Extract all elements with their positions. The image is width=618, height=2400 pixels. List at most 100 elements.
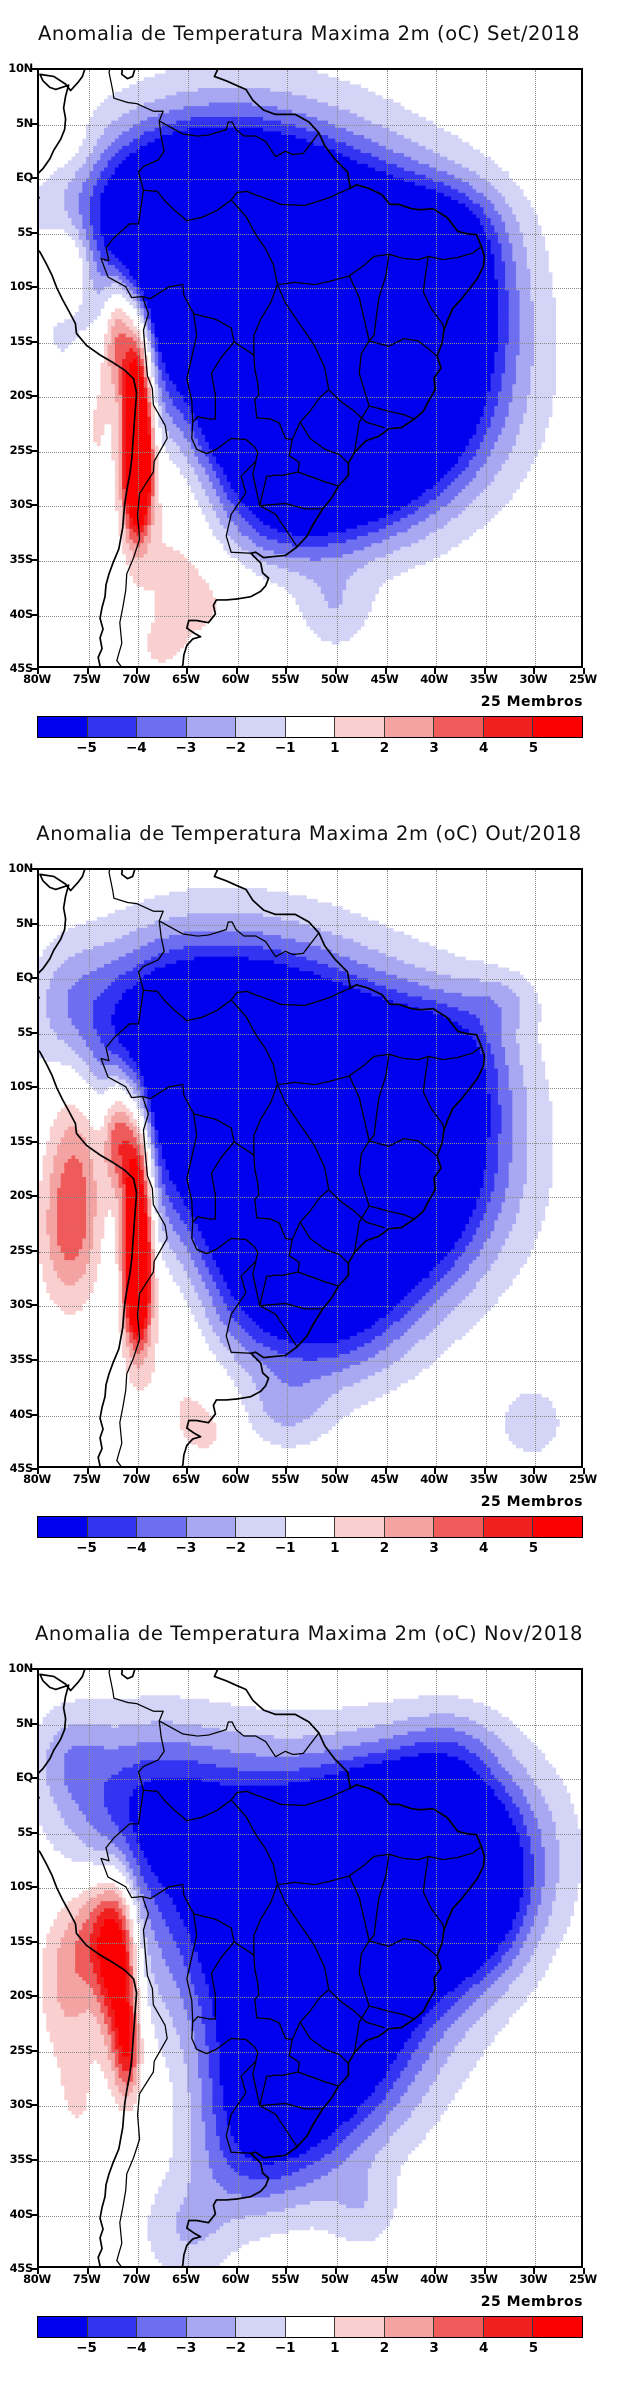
map-plot-area[interactable]: .cl{stroke:#000;stroke-width:1.7;stroke-… — [8, 1661, 597, 2286]
y-axis-tick-mark — [31, 1031, 37, 1034]
colorbar-swatch — [335, 2317, 385, 2337]
colorbar-swatch — [483, 717, 534, 737]
x-axis-label: 75W — [72, 1472, 101, 1486]
map-clip — [39, 1670, 581, 2266]
colorbar-swatch — [483, 2317, 534, 2337]
colorbar-tick-label: 5 — [528, 2340, 539, 2356]
x-axis-tick-mark — [384, 1468, 387, 1474]
y-axis-tick-mark — [31, 1468, 37, 1470]
x-axis-tick-mark — [136, 1468, 139, 1474]
y-axis-tick-mark — [31, 977, 37, 980]
colorbar-labels: −5 −4 −3 −2 −1 1 2 3 4 5 — [37, 1540, 583, 1558]
colorbar-tick-label: −2 — [225, 740, 246, 756]
x-axis-label: 45W — [370, 1472, 399, 1486]
panel-title: Anomalia de Temperatura Maxima 2m (oC) O… — [36, 822, 582, 845]
y-axis-label: EQ — [15, 1770, 33, 1785]
y-axis-label: 5N — [15, 1715, 33, 1730]
y-axis-label: 15S — [9, 1133, 34, 1148]
x-axis-label: 55W — [271, 1472, 300, 1486]
x-axis-tick-mark — [533, 668, 536, 674]
y-axis-label: 40S — [9, 606, 34, 621]
y-axis-label: 30S — [9, 497, 34, 512]
colorbar-tick-label: 3 — [429, 1540, 439, 1556]
colorbar-swatch — [335, 717, 385, 737]
y-axis-label: EQ — [15, 170, 33, 185]
colorbar[interactable] — [37, 1516, 583, 1538]
y-axis-label: 10S — [9, 1079, 34, 1094]
x-axis-tick-mark — [136, 668, 139, 674]
x-axis-tick-mark — [583, 2268, 585, 2274]
x-axis-tick-mark — [334, 2268, 337, 2274]
y-axis-label: 15S — [9, 333, 34, 348]
y-axis-tick-mark — [31, 504, 37, 507]
x-axis-label: 60W — [221, 2272, 250, 2286]
colorbar-swatch — [38, 1517, 88, 1537]
y-axis-tick-mark — [31, 1140, 37, 1143]
colorbar-swatch — [186, 717, 237, 737]
y-axis-tick-mark — [31, 122, 37, 125]
map-clip — [39, 870, 581, 1466]
y-axis-label: 35S — [9, 551, 34, 566]
x-axis-label: 55W — [271, 2272, 300, 2286]
x-axis-label: 45W — [370, 672, 399, 686]
colorbar[interactable] — [37, 2316, 583, 2338]
colorbar-tick-label: −5 — [76, 2340, 97, 2356]
y-axis-tick-mark — [31, 1722, 37, 1725]
colorbar-swatch — [87, 2317, 138, 2337]
y-axis-label: 30S — [9, 1297, 34, 1312]
y-axis-tick-mark — [31, 2213, 37, 2216]
colorbar-swatch — [137, 1517, 187, 1537]
map-plot-area[interactable]: .cl{stroke:#000;stroke-width:1.7;stroke-… — [8, 861, 597, 1486]
y-axis-label: 25S — [9, 1242, 34, 1257]
colorbar-swatch — [434, 717, 484, 737]
colorbar-tick-label: −2 — [225, 2340, 246, 2356]
colorbar-tick-label: 3 — [429, 2340, 439, 2356]
x-axis-label: 80W — [23, 672, 51, 686]
y-axis-label: 45S — [9, 661, 34, 675]
x-axis-tick-mark — [434, 2268, 437, 2274]
x-axis-tick-mark — [334, 668, 337, 674]
colorbar-tick-label: 4 — [478, 2340, 489, 2356]
colorbar-tick-label: −5 — [76, 740, 97, 756]
x-axis-label: 50W — [320, 1472, 349, 1486]
map-clip — [39, 70, 581, 666]
map-plot-area[interactable]: .cl{stroke:#000;stroke-width:1.7;stroke-… — [8, 61, 597, 686]
y-axis-tick-mark — [31, 340, 37, 343]
y-axis-tick-mark — [31, 2158, 37, 2161]
colorbar-swatch — [87, 1517, 138, 1537]
colorbar-tick-label: −1 — [274, 740, 296, 756]
y-axis-tick-mark — [31, 286, 37, 289]
y-axis-label: 25S — [9, 2042, 34, 2057]
y-axis-label: 45S — [9, 2261, 34, 2275]
x-axis-label: 40W — [420, 672, 448, 686]
anomaly-shading — [39, 1695, 581, 2266]
x-axis-label: 35W — [469, 2272, 498, 2286]
x-axis-label: 50W — [320, 672, 349, 686]
x-axis-tick-mark — [136, 2268, 139, 2274]
colorbar[interactable] — [37, 716, 583, 738]
anomaly-field — [39, 888, 560, 1452]
y-axis-label: 10S — [9, 279, 34, 294]
x-axis-tick-mark — [86, 668, 89, 674]
x-axis-tick-mark — [37, 2268, 39, 2274]
y-axis-tick-mark — [31, 1777, 37, 1780]
colorbar-swatch — [285, 2317, 336, 2337]
y-axis-label: 15S — [9, 1933, 34, 1948]
colorbar-tick-label: −5 — [76, 1540, 97, 1556]
x-axis-tick-mark — [583, 668, 585, 674]
anomaly-shading — [39, 70, 557, 663]
x-axis-label: 30W — [519, 1472, 548, 1486]
anomaly-field — [39, 1695, 581, 2266]
y-axis-label: 25S — [9, 442, 34, 457]
x-axis-tick-mark — [185, 1468, 188, 1474]
anomaly-shading — [39, 888, 560, 1452]
x-axis-label: 25W — [569, 1472, 597, 1486]
y-axis-label: 5S — [17, 1024, 33, 1039]
colorbar-swatch — [285, 717, 336, 737]
panel-title: Anomalia de Temperatura Maxima 2m (oC) N… — [34, 1622, 584, 1645]
x-axis-label: 75W — [72, 672, 101, 686]
y-axis-label: 5N — [15, 115, 33, 130]
map-panel: Anomalia de Temperatura Maxima 2m (oC) N… — [0, 1600, 618, 2400]
colorbar-swatch — [38, 2317, 88, 2337]
colorbar-swatch — [384, 2317, 435, 2337]
